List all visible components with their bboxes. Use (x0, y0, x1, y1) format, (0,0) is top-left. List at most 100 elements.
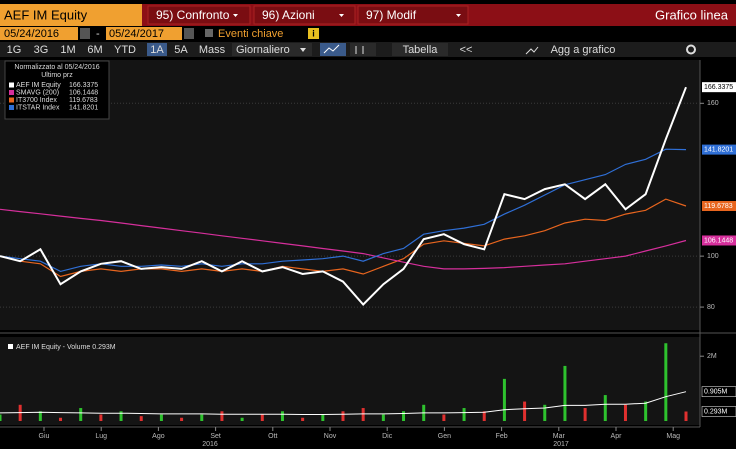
y-tick-label: 80 (707, 304, 715, 311)
volume-bar (603, 395, 607, 421)
add-button[interactable]: Agg a grafico (551, 44, 616, 56)
period-button[interactable]: 1G (7, 44, 22, 56)
value-tag (702, 144, 736, 155)
period-button[interactable]: 1M (60, 44, 75, 56)
legend-value: 141.8201 (69, 104, 98, 111)
volume-bar (543, 404, 547, 421)
volume-bar (79, 408, 83, 421)
candle-icon (355, 46, 364, 54)
menu-button[interactable] (147, 5, 251, 25)
x-tick-label: Nov (324, 433, 337, 440)
ticker: AEF IM Equity (4, 7, 88, 22)
x-year-label: 2016 (202, 441, 218, 448)
volume-bar (623, 404, 627, 421)
volume-bar (381, 414, 385, 421)
value-tag-label: 0.905M (704, 389, 728, 396)
series-line (0, 208, 687, 270)
x-year-label: 2017 (553, 441, 569, 448)
volume-bar (38, 411, 42, 421)
plot (0, 86, 704, 421)
value-tag-label: 106.1448 (704, 237, 733, 244)
value-tag-label: 141.8201 (704, 146, 733, 153)
x-tick-label: Mag (666, 433, 680, 440)
series-line (0, 148, 687, 273)
y-tick-label: 100 (707, 253, 719, 260)
volume-bar (402, 411, 406, 421)
volume-panel (0, 337, 700, 425)
volume-bar (99, 414, 103, 421)
volume-bar (442, 414, 446, 421)
frequency-select[interactable] (232, 43, 312, 56)
y-tick-label: 2M (707, 353, 717, 360)
volume-legend: AEF IM Equity - Volume 0.293M (16, 344, 116, 351)
series-line (0, 86, 687, 306)
value-tag-label: 166.3375 (704, 84, 733, 91)
legend-value: 119.6783 (69, 97, 98, 104)
calendar-icon[interactable] (184, 28, 194, 39)
volume-bar (361, 408, 365, 421)
volume-bar (200, 414, 204, 421)
end-date-field[interactable] (106, 27, 182, 40)
ticker-field[interactable] (0, 4, 142, 26)
volume-bar (341, 411, 345, 421)
line-icon (323, 44, 340, 54)
volume-bar (119, 411, 123, 421)
volume-bar (159, 414, 163, 421)
end-date: 05/24/2017 (109, 28, 164, 40)
view-title: Grafico linea (655, 7, 729, 22)
period-button[interactable]: 3G (34, 44, 49, 56)
volume-bar (644, 401, 648, 421)
volume-bar (280, 411, 284, 421)
x-tick-label: Apr (611, 433, 623, 440)
line-chart-button[interactable] (320, 43, 346, 56)
legend-swatch (9, 97, 14, 103)
volume-bar (260, 414, 264, 421)
add-icon (525, 46, 539, 55)
x-tick-label: Feb (496, 433, 508, 440)
legend-box (4, 60, 110, 120)
calendar-icon[interactable] (80, 28, 90, 39)
menu-button[interactable] (357, 5, 469, 25)
volume-bar (502, 378, 506, 421)
period-button[interactable]: 1A (150, 44, 164, 56)
volume-bar (139, 416, 143, 421)
value-tag (702, 82, 736, 93)
legend-swatch (9, 82, 14, 88)
value-tag (701, 386, 736, 397)
x-tick-label: Dic (382, 433, 393, 440)
volume-bar (321, 414, 325, 421)
volume-bar (664, 343, 668, 421)
legend-label: SMAVG (200) (16, 89, 59, 96)
period-button[interactable]: 6M (87, 44, 102, 56)
legend-label: ITSTAR Index (16, 104, 60, 111)
menu-button[interactable] (253, 5, 356, 25)
settings-icon[interactable] (686, 44, 696, 55)
volume-legend-swatch (8, 344, 13, 349)
period-button[interactable]: YTD (114, 44, 136, 56)
x-tick-label: Ago (152, 433, 165, 440)
events-checkbox[interactable] (205, 29, 213, 37)
table-button[interactable] (392, 43, 448, 56)
volume-bar (583, 408, 587, 421)
period-button[interactable]: Mass (199, 44, 226, 56)
menu-label: 96) Azioni (262, 8, 315, 22)
start-date: 05/24/2016 (4, 28, 59, 40)
volume-bar (482, 411, 486, 421)
period-button[interactable]: 5A (174, 44, 188, 56)
info-button[interactable] (308, 28, 319, 39)
back-button[interactable]: << (460, 44, 473, 56)
start-date-field[interactable] (0, 27, 78, 40)
price-panel (0, 60, 700, 330)
x-tick-label: Lug (95, 433, 107, 440)
volume-bar (462, 408, 466, 421)
menu-label: 97) Modif (366, 8, 417, 22)
value-tag (701, 406, 736, 417)
value-tag-label: 0.293M (704, 408, 728, 415)
x-tick-label: Set (210, 433, 221, 440)
info-icon: i (312, 28, 315, 38)
series-line (0, 198, 687, 278)
volume-average (0, 391, 687, 415)
volume-bar (59, 417, 63, 421)
